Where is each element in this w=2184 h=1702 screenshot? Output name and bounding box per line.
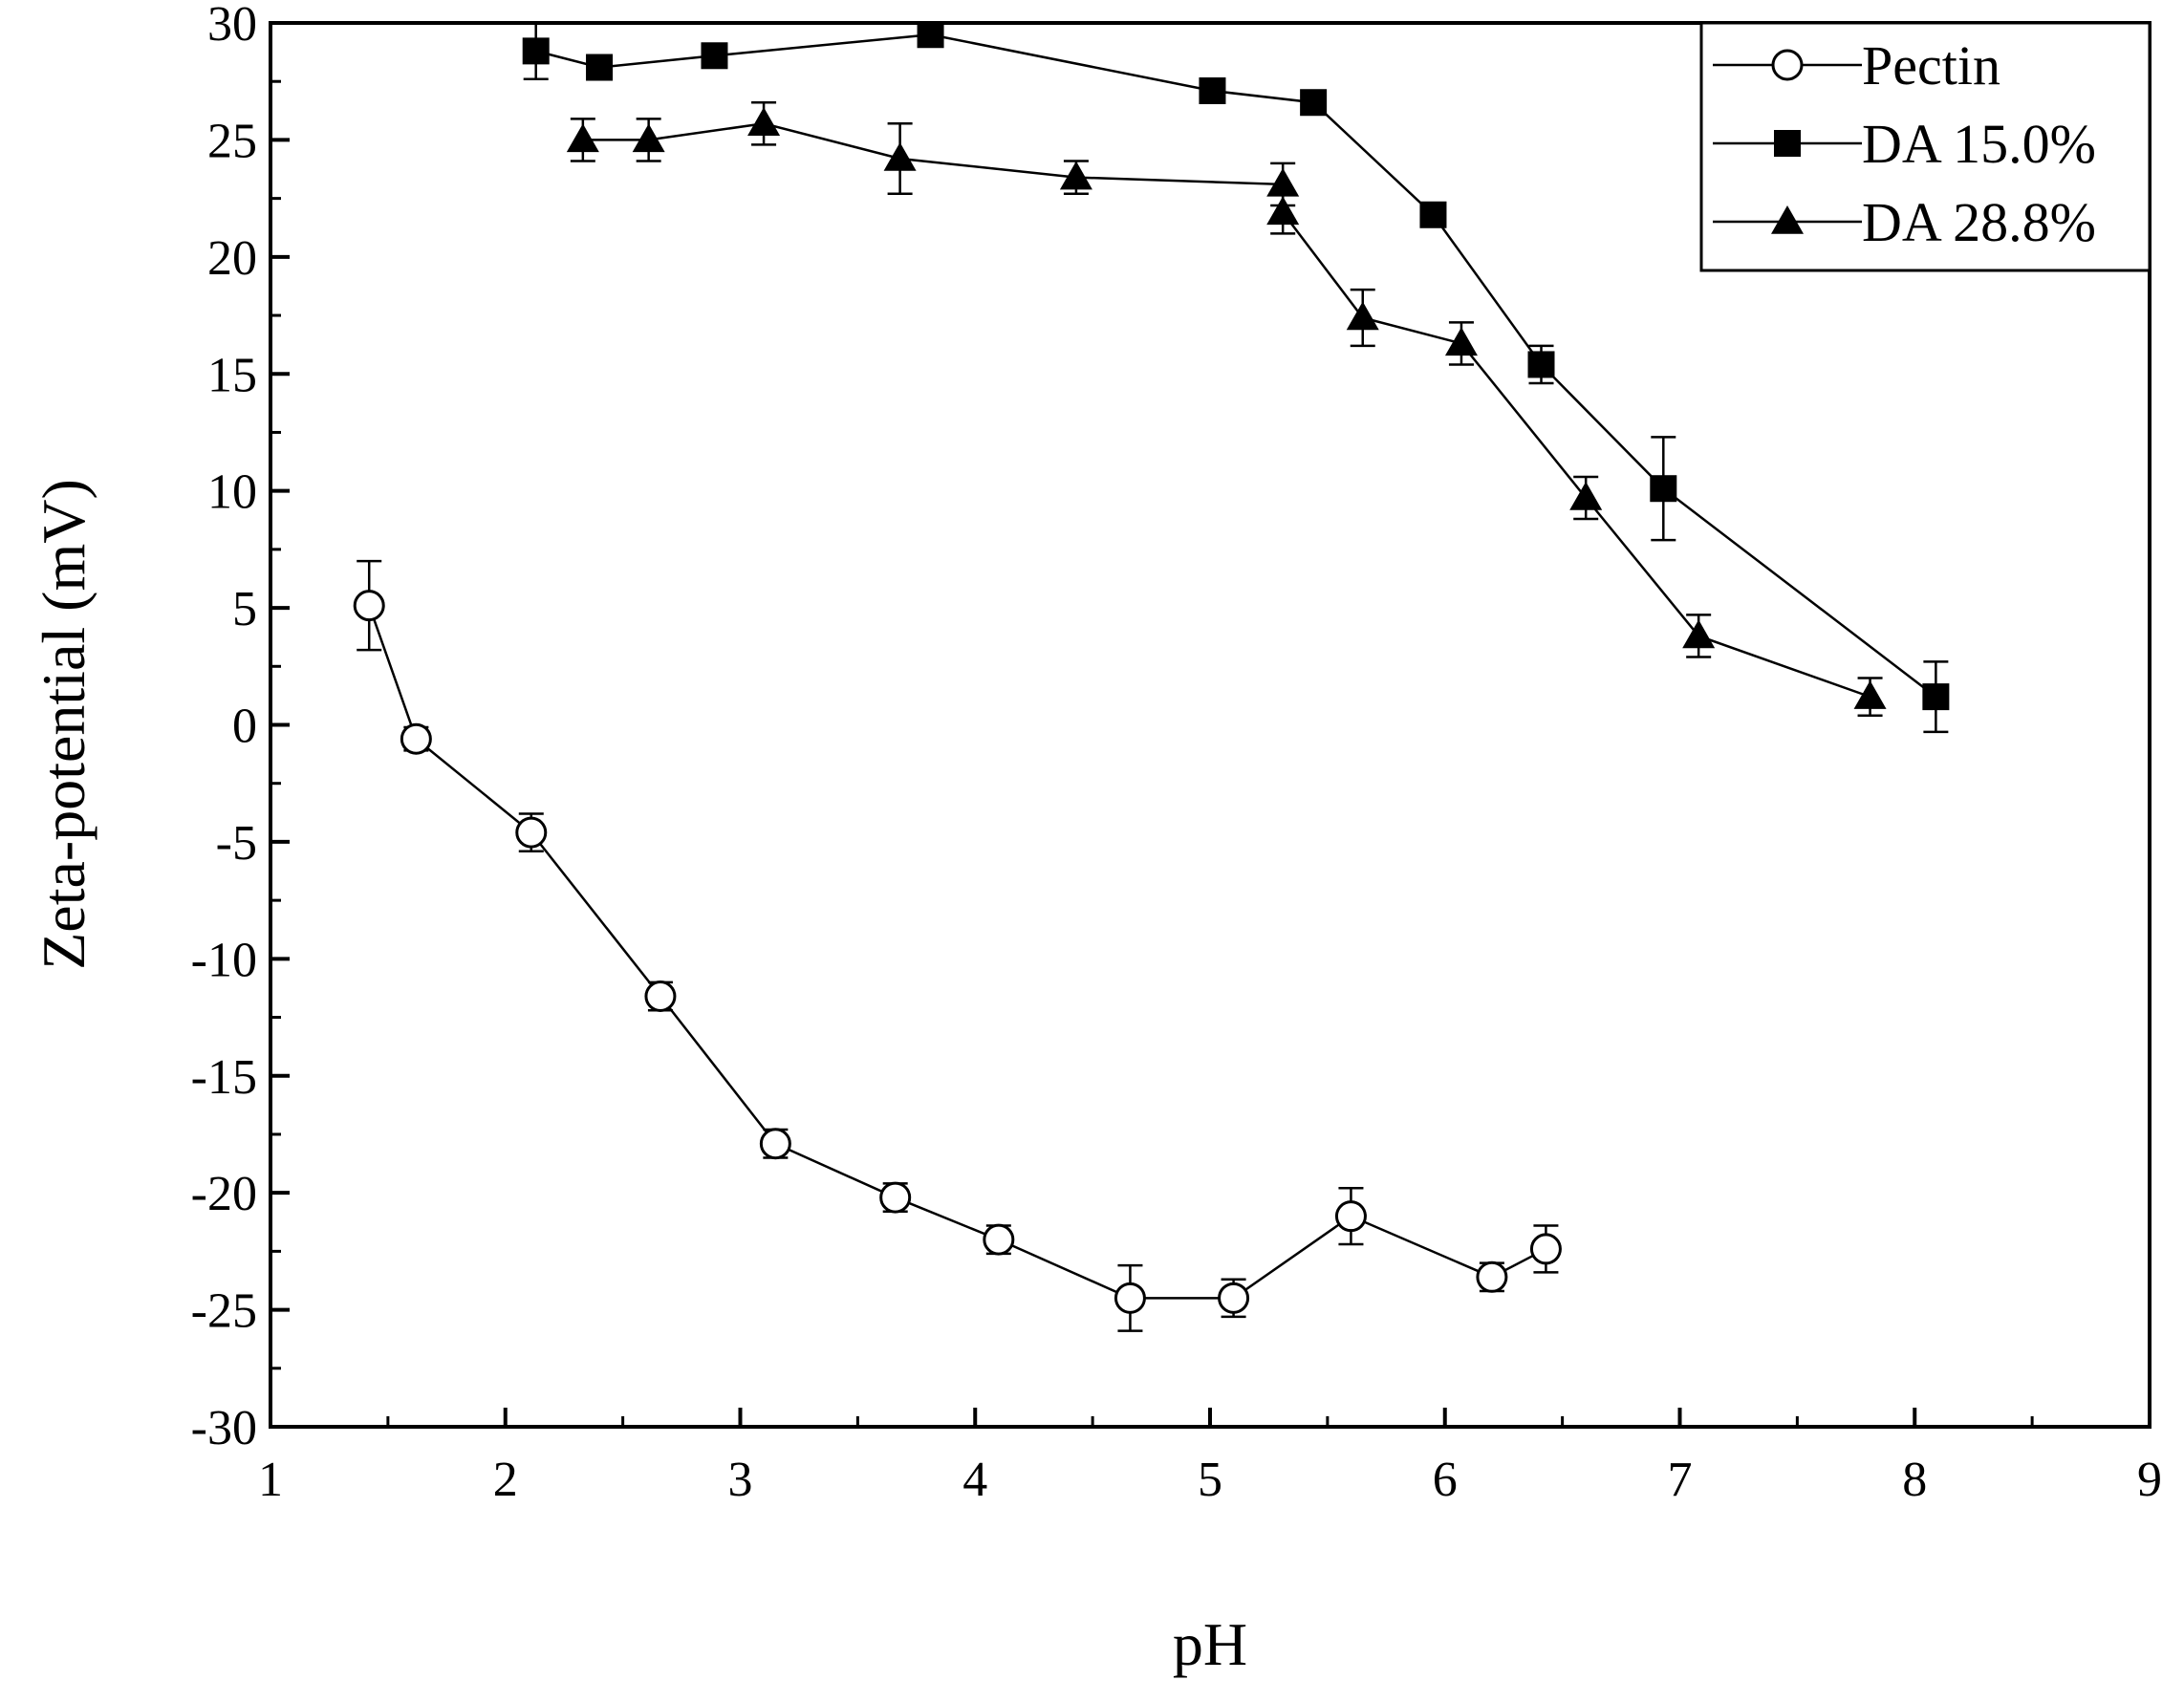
- series-line: [582, 122, 1870, 699]
- series-line: [535, 32, 1937, 699]
- legend-marker: [1771, 49, 1804, 81]
- x-axis: 1 2 3 4 5 6 7 8 9: [258, 1408, 2162, 1507]
- data-point: [1527, 351, 1555, 378]
- data-point: [522, 37, 550, 65]
- legend-label: Pectin: [1862, 34, 2000, 97]
- data-point: [883, 142, 917, 171]
- data-point: [1476, 1260, 1508, 1293]
- series-da-28-8-: [566, 100, 1887, 717]
- y-tick-label: 20: [207, 231, 257, 286]
- x-tick-label: 6: [1433, 1453, 1458, 1507]
- x-tick-label: 8: [1902, 1453, 1927, 1507]
- data-point: [1300, 89, 1328, 117]
- data-point: [1444, 327, 1478, 356]
- y-tick-label: -25: [191, 1284, 257, 1339]
- data-point: [1266, 167, 1300, 197]
- y-tick-label: -30: [191, 1401, 257, 1455]
- y-tick-label: 5: [232, 582, 257, 636]
- data-point: [1650, 475, 1677, 503]
- data-point: [1059, 161, 1092, 190]
- x-tick-label: 3: [728, 1453, 753, 1507]
- y-tick-label: -10: [191, 933, 257, 987]
- legend-label: DA 15.0%: [1862, 113, 2096, 175]
- x-tick-label: 2: [493, 1453, 518, 1507]
- data-point: [515, 816, 548, 849]
- data-point: [1114, 1282, 1146, 1314]
- y-tick-label: 25: [207, 114, 257, 168]
- data-point: [1334, 1200, 1367, 1233]
- y-tick-label: 10: [207, 465, 257, 520]
- data-point: [747, 107, 781, 137]
- y-tick-label: -15: [191, 1050, 257, 1105]
- x-tick-label: 7: [1668, 1453, 1693, 1507]
- data-point: [1218, 1282, 1250, 1314]
- data-point: [1922, 683, 1950, 711]
- x-tick-label: 5: [1198, 1453, 1222, 1507]
- data-point: [400, 722, 432, 755]
- series-line: [368, 605, 1546, 1300]
- data-point: [1266, 196, 1300, 226]
- data-point: [644, 980, 677, 1013]
- y-tick-label: 30: [207, 0, 257, 52]
- data-point: [1569, 482, 1603, 510]
- data-point: [1853, 680, 1887, 709]
- series-layer: [353, 21, 1950, 1332]
- data-point: [1682, 619, 1716, 649]
- data-point: [566, 123, 599, 153]
- data-point: [983, 1223, 1015, 1256]
- data-point: [759, 1128, 791, 1160]
- data-point: [586, 54, 614, 81]
- legend-label: DA 28.8%: [1862, 191, 2096, 253]
- y-tick-label: 0: [232, 700, 257, 754]
- data-point: [353, 590, 385, 622]
- x-tick-label: 1: [258, 1453, 283, 1507]
- data-point: [632, 123, 665, 153]
- x-tick-label: 4: [962, 1453, 987, 1507]
- data-point: [879, 1181, 912, 1214]
- y-tick-label: -5: [216, 816, 257, 871]
- data-point: [917, 21, 944, 49]
- series-pectin: [353, 559, 1562, 1332]
- y-tick-label: -20: [191, 1167, 257, 1221]
- x-axis-title: pH: [1173, 1610, 1247, 1678]
- legend-marker: [1771, 205, 1804, 234]
- y-tick-label: 15: [207, 348, 257, 402]
- data-point: [1199, 77, 1226, 105]
- legend-marker: [1774, 130, 1801, 157]
- series-da-15-0-: [522, 21, 1950, 734]
- x-tick-label: 9: [2137, 1453, 2162, 1507]
- data-point: [1346, 301, 1379, 331]
- data-point: [1529, 1233, 1562, 1265]
- y-axis-title: Zeta-potential (mV): [30, 479, 97, 970]
- legend: Pectin DA 15.0% DA 28.8%: [1699, 21, 2152, 272]
- y-axis: 30 25 20 15 10 5 0 -5 -10 -15 -20 -25 -30: [191, 0, 290, 1455]
- data-point: [1419, 201, 1447, 228]
- data-point: [701, 42, 728, 70]
